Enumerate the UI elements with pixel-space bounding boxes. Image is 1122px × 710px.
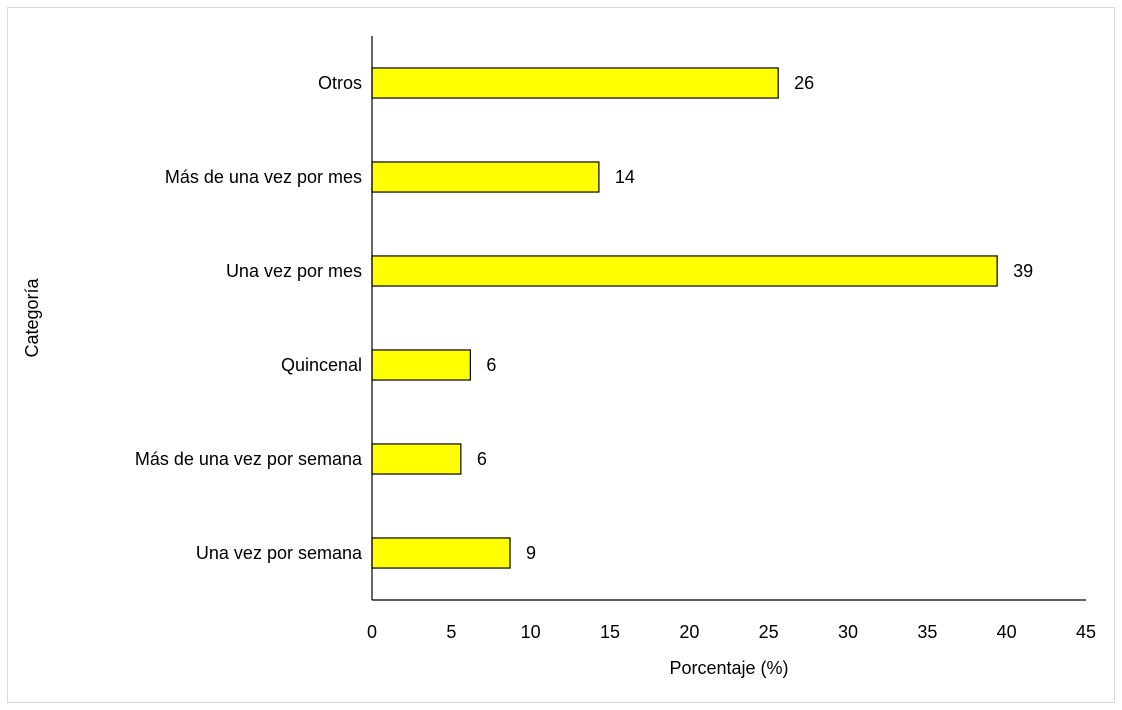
y-axis-title: Categoría <box>22 277 42 357</box>
category-label: Una vez por mes <box>226 261 362 281</box>
category-label: Otros <box>318 73 362 93</box>
data-label: 39 <box>1013 261 1033 281</box>
bar <box>371 537 511 569</box>
bars-layer <box>371 67 998 569</box>
data-label: 6 <box>486 355 496 375</box>
chart-frame <box>7 7 1115 703</box>
x-tick-label: 25 <box>759 622 779 642</box>
bar <box>371 255 998 287</box>
category-label: Quincenal <box>281 355 362 375</box>
bar <box>371 67 779 99</box>
x-tick-label: 15 <box>600 622 620 642</box>
x-tick-label: 35 <box>917 622 937 642</box>
labels-layer: 9 Una vez por semana 6 Más de una vez por s… <box>135 73 1033 563</box>
bar <box>371 349 471 381</box>
x-tick-label: 0 <box>367 622 377 642</box>
x-axis-title: Porcentaje (%) <box>669 658 788 678</box>
x-ticks-layer: 0 5 10 15 20 25 30 35 40 45 <box>367 622 1096 642</box>
data-label: 26 <box>794 73 814 93</box>
data-label: 14 <box>615 167 635 187</box>
category-label: Más de una vez por mes <box>165 167 362 187</box>
x-tick-label: 5 <box>446 622 456 642</box>
bar <box>371 443 462 475</box>
x-tick-label: 30 <box>838 622 858 642</box>
x-tick-label: 10 <box>521 622 541 642</box>
data-label: 6 <box>477 449 487 469</box>
x-tick-label: 40 <box>997 622 1017 642</box>
category-label: Más de una vez por semana <box>135 449 363 469</box>
category-label: Una vez por semana <box>196 543 363 563</box>
bar <box>371 161 600 193</box>
data-label: 9 <box>526 543 536 563</box>
x-tick-label: 45 <box>1076 622 1096 642</box>
x-tick-label: 20 <box>679 622 699 642</box>
